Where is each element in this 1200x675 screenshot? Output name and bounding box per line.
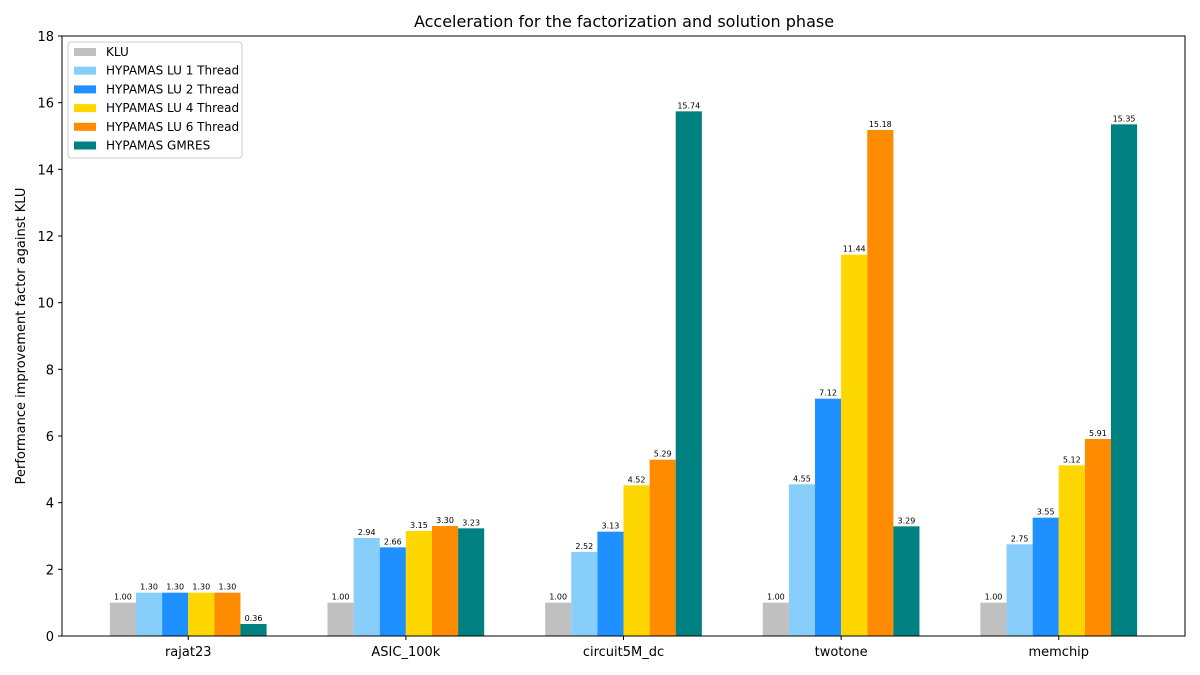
bar — [762, 602, 789, 636]
chart-title: Acceleration for the factorization and s… — [414, 12, 834, 31]
bar — [571, 552, 598, 636]
bar-value-label: 2.52 — [575, 542, 593, 551]
bar-value-label: 1.30 — [218, 583, 236, 592]
bar — [597, 531, 624, 636]
bar-value-label: 5.29 — [654, 450, 672, 459]
legend-label: HYPAMAS GMRES — [106, 139, 210, 153]
bar — [788, 484, 816, 636]
bar-value-label: 3.30 — [436, 516, 454, 525]
bar — [431, 526, 459, 636]
legend-swatch — [74, 104, 96, 113]
bar-value-label: 1.30 — [192, 583, 210, 592]
bar-value-label: 0.36 — [245, 614, 263, 623]
bar — [135, 592, 163, 636]
bar-value-label: 15.35 — [1113, 114, 1136, 123]
bar — [1111, 124, 1138, 636]
bar — [623, 485, 650, 636]
bar-value-label: 1.00 — [549, 593, 567, 602]
bar — [353, 538, 380, 636]
legend-label: HYPAMAS LU 2 Thread — [106, 82, 239, 96]
bar-value-label: 15.18 — [869, 120, 892, 129]
bar — [675, 111, 702, 637]
bar — [649, 459, 676, 636]
bar — [327, 602, 354, 636]
legend-swatch — [74, 48, 96, 56]
legend: KLU HYPAMAS LU 1 Thread HYPAMAS LU 2 Threa… — [67, 41, 243, 159]
bar — [188, 592, 215, 636]
bar — [841, 254, 868, 636]
data-labels-layer: 1.00 1.30 1.30 1.30 1.30 0.36 1.00 2.94 2.66 3.15… — [114, 101, 1135, 623]
y-tick-label: 10 — [37, 297, 54, 312]
x-tick-label: memchip — [1028, 645, 1089, 660]
y-axis-label: Performance improvement factor against K… — [14, 188, 29, 485]
bar-value-label: 3.23 — [462, 518, 480, 527]
y-tick-label: 18 — [37, 30, 54, 45]
bar-value-label: 3.15 — [410, 521, 428, 530]
bar — [893, 526, 920, 636]
y-tick-label: 2 — [46, 563, 54, 578]
bar-value-label: 1.00 — [332, 593, 350, 602]
bar — [214, 592, 241, 636]
y-tick-label: 4 — [46, 497, 54, 512]
legend-swatch — [74, 141, 96, 150]
bar — [109, 602, 136, 636]
legend-label: HYPAMAS LU 6 Thread — [106, 120, 239, 134]
bar-value-label: 1.00 — [114, 593, 132, 602]
bar — [458, 528, 485, 636]
bar — [240, 624, 267, 636]
bar-value-label: 11.44 — [843, 245, 866, 254]
x-tick-label: twotone — [815, 645, 868, 660]
bar-value-label: 1.00 — [767, 593, 785, 602]
bar — [1058, 465, 1085, 636]
x-tick-label: ASIC_100k — [371, 645, 440, 660]
bar — [545, 602, 572, 636]
plot-frame — [61, 35, 1186, 637]
legend-box — [67, 41, 243, 159]
bar-value-label: 3.13 — [602, 522, 620, 531]
bar — [867, 130, 894, 636]
bar-value-label: 7.12 — [819, 389, 837, 398]
bar-value-label: 2.66 — [384, 537, 402, 546]
axes-layer: rajat23 ASIC_100k circuit5M_dc twotone memch… — [37, 30, 1186, 660]
bar-value-label: 1.30 — [140, 583, 158, 592]
legend-label: KLU — [106, 45, 129, 59]
bar-value-label: 5.12 — [1063, 455, 1081, 464]
y-tick-label: 12 — [37, 230, 54, 245]
bar-value-label: 2.94 — [358, 528, 376, 537]
y-tick-label: 8 — [46, 363, 54, 378]
bar — [1084, 439, 1112, 636]
bar-value-label: 1.00 — [985, 593, 1003, 602]
y-tick-label: 6 — [46, 430, 54, 445]
bar-value-label: 3.55 — [1037, 508, 1055, 517]
x-tick-label: rajat23 — [165, 645, 212, 660]
bar — [1032, 517, 1059, 636]
y-tick-label: 16 — [37, 97, 54, 112]
bar — [815, 398, 842, 636]
legend-label: HYPAMAS LU 4 Thread — [106, 101, 239, 115]
bar-value-label: 4.52 — [628, 475, 646, 484]
bar — [405, 531, 432, 636]
bar — [162, 592, 189, 636]
bar-value-label: 15.74 — [677, 101, 700, 110]
x-tick-label: circuit5M_dc — [583, 645, 664, 660]
bar-value-label: 1.30 — [166, 583, 184, 592]
bar-value-label: 4.55 — [793, 474, 811, 483]
y-tick-label: 0 — [46, 630, 54, 645]
bars-layer — [109, 111, 1138, 637]
y-tick-label: 14 — [37, 163, 54, 178]
legend-swatch — [74, 66, 96, 75]
bar — [1006, 544, 1033, 636]
legend-swatch — [74, 122, 96, 131]
bar-value-label: 3.29 — [898, 516, 916, 525]
bar-value-label: 2.75 — [1011, 534, 1029, 543]
legend-label: HYPAMAS LU 1 Thread — [106, 64, 239, 78]
bar-value-label: 5.91 — [1089, 429, 1107, 438]
bar — [379, 547, 406, 636]
legend-swatch — [74, 85, 96, 94]
bar — [980, 602, 1007, 636]
